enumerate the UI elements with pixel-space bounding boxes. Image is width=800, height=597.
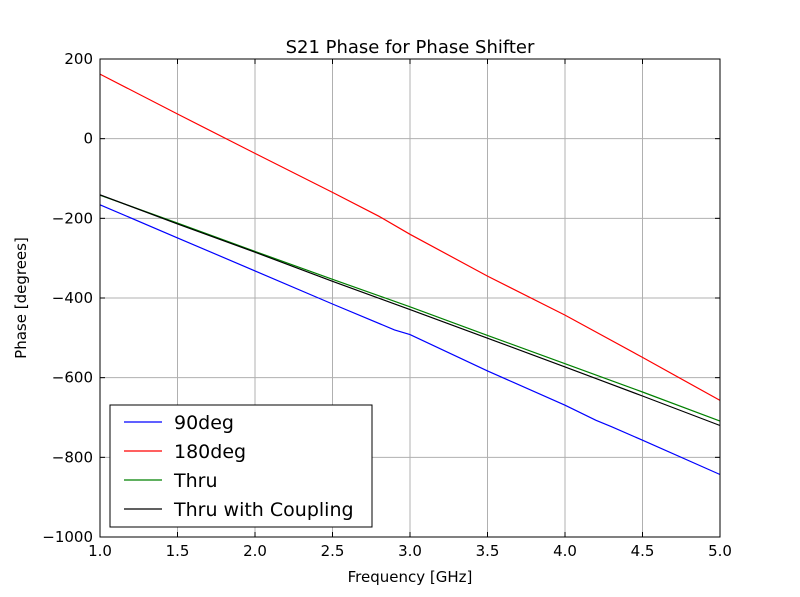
series-line-1 xyxy=(99,73,721,401)
x-tick-label: 4.5 xyxy=(631,542,655,560)
x-tick-label: 4.0 xyxy=(553,542,577,560)
x-tick-label: 3.0 xyxy=(398,542,422,560)
x-tick-label: 2.5 xyxy=(321,542,345,560)
chart-title: S21 Phase for Phase Shifter xyxy=(286,37,535,58)
x-tick-label: 3.5 xyxy=(476,542,500,560)
legend-label: Thru with Coupling xyxy=(173,499,354,521)
y-tick-label: −800 xyxy=(52,448,93,466)
y-axis-label: Phase [degrees] xyxy=(12,237,30,359)
y-tick-label: 0 xyxy=(83,130,93,148)
y-tick-label: 200 xyxy=(64,50,93,68)
legend-label: 90deg xyxy=(174,412,234,434)
x-axis-label: Frequency [GHz] xyxy=(348,568,473,586)
series-line-2 xyxy=(99,194,721,422)
y-tick-label: −200 xyxy=(52,209,93,227)
x-tick-label: 5.0 xyxy=(708,542,732,560)
legend-box xyxy=(109,404,373,528)
y-tick-label: −1000 xyxy=(42,528,93,546)
series-line-3 xyxy=(99,194,721,427)
y-tick-label: −400 xyxy=(52,289,93,307)
legend: 90deg 180deg Thru Thru with Coupling xyxy=(109,404,373,528)
plot-lines xyxy=(99,73,721,476)
legend-label: Thru xyxy=(173,470,218,492)
legend-label: 180deg xyxy=(174,441,246,463)
y-tick-label: −600 xyxy=(52,369,93,387)
axis-ticks: 1.0 1.5 2.0 2.5 3.0 3.5 4.0 4.5 5.0 200 0 −200 −400 −… xyxy=(42,50,732,560)
x-tick-label: 2.0 xyxy=(243,542,267,560)
x-tick-label: 1.0 xyxy=(88,542,112,560)
x-tick-label: 1.5 xyxy=(166,542,190,560)
series-line-0 xyxy=(99,204,721,476)
